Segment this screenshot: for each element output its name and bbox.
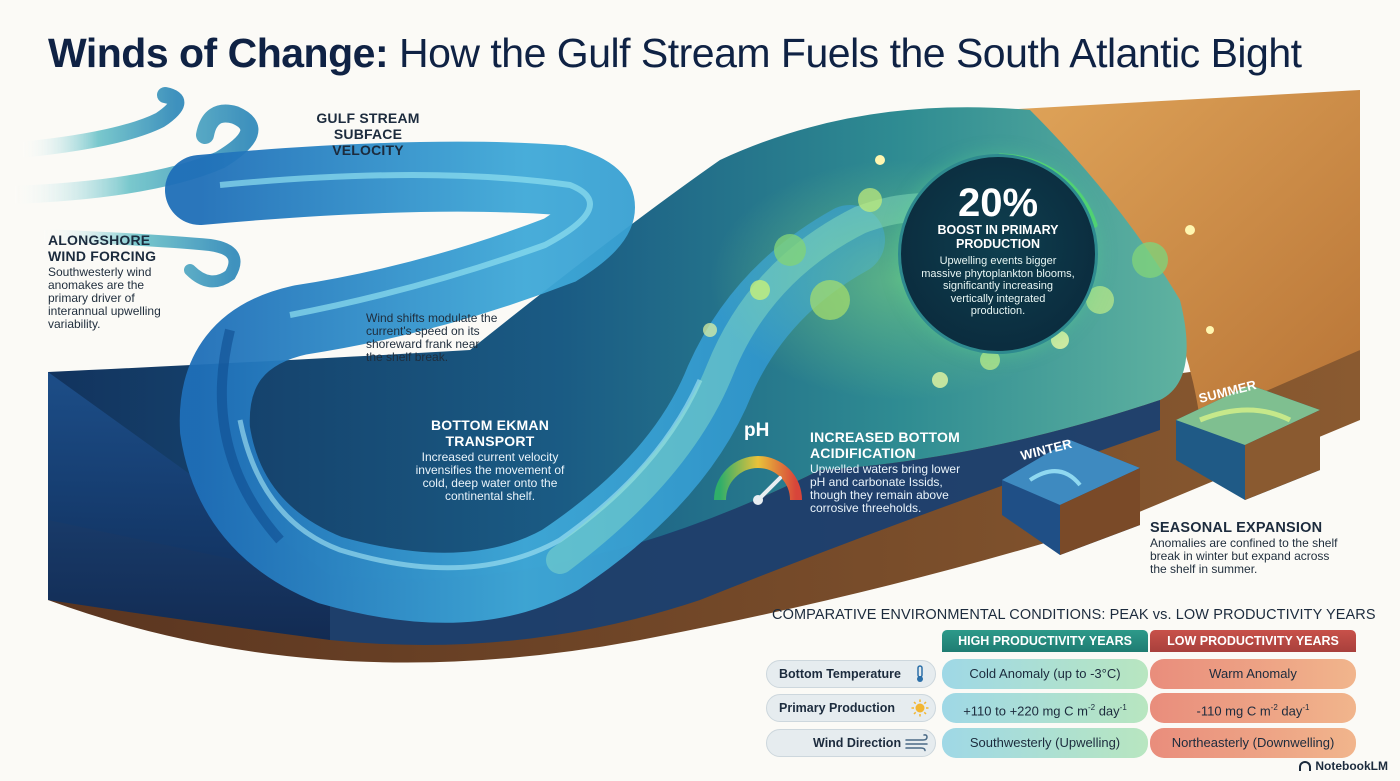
stat-body: Upwelling events bigger massive phytopla… — [921, 255, 1075, 317]
table-title: COMPARATIVE ENVIRONMENTAL CONDITIONS: PE… — [772, 607, 1376, 623]
gulf-stream-label: GULF STREAM SUBFACE VELOCITY — [316, 110, 420, 158]
water-front-face — [48, 372, 330, 640]
seasonal-label: SEASONAL EXPANSION Anomalies are confine… — [1150, 520, 1338, 576]
page-title: Winds of Change: How the Gulf Stream Fue… — [48, 30, 1368, 77]
col-header-low: LOW PRODUCTIVITY YEARS — [1150, 630, 1356, 652]
ph-gauge-icon — [714, 456, 802, 505]
wind-icon — [905, 734, 928, 752]
cell-wind-high: Southwesterly (Upwelling) — [942, 728, 1148, 758]
wind-shifts-text: Wind shifts modulate the current's speed… — [366, 311, 498, 364]
gulf-stream-current — [165, 141, 885, 623]
stat-value: 20% — [957, 181, 1039, 225]
cell-temp-high: Cold Anomaly (up to -3°C) — [942, 659, 1148, 689]
cell-temp-low: Warm Anomaly — [1150, 659, 1356, 689]
ph-label: pH — [744, 420, 770, 441]
row-label-bottom-temperature: Bottom Temperature — [766, 660, 936, 688]
title-bold: Winds of Change: — [48, 30, 389, 76]
col-header-high: HIGH PRODUCTIVITY YEARS — [942, 630, 1148, 652]
sun-icon — [911, 699, 929, 717]
coastline-sand — [1000, 90, 1360, 420]
row-label-primary-production: Primary Production — [766, 694, 936, 722]
title-rest: How the Gulf Stream Fuels the South Atla… — [388, 30, 1302, 76]
summer-block-icon — [1176, 385, 1320, 500]
brand-logo: NotebookLM — [1299, 759, 1388, 773]
cell-production-high: +110 to +220 mg C m-2 day-1 — [942, 693, 1148, 723]
thermometer-icon — [917, 665, 923, 682]
acidification-label: INCREASED BOTTOM ACIDIFICATION Upwelled … — [810, 429, 961, 515]
row-label-wind-direction: Wind Direction — [766, 729, 936, 757]
notebooklm-icon — [1299, 761, 1312, 771]
primary-production-stat: 20% BOOST IN PRIMARY PRODUCTION Upwellin… — [898, 154, 1098, 354]
ekman-label: BOTTOM EKMAN TRANSPORT Increased current… — [415, 417, 565, 503]
alongshore-label: ALONGSHORE WIND FORCING Southwesterly wi… — [48, 232, 161, 331]
winter-block-icon — [1002, 440, 1140, 555]
stat-heading: BOOST IN PRIMARY PRODUCTION — [937, 223, 1059, 251]
cell-wind-low: Northeasterly (Downwelling) — [1150, 728, 1356, 758]
cell-production-low: -110 mg C m-2 day-1 — [1150, 693, 1356, 723]
